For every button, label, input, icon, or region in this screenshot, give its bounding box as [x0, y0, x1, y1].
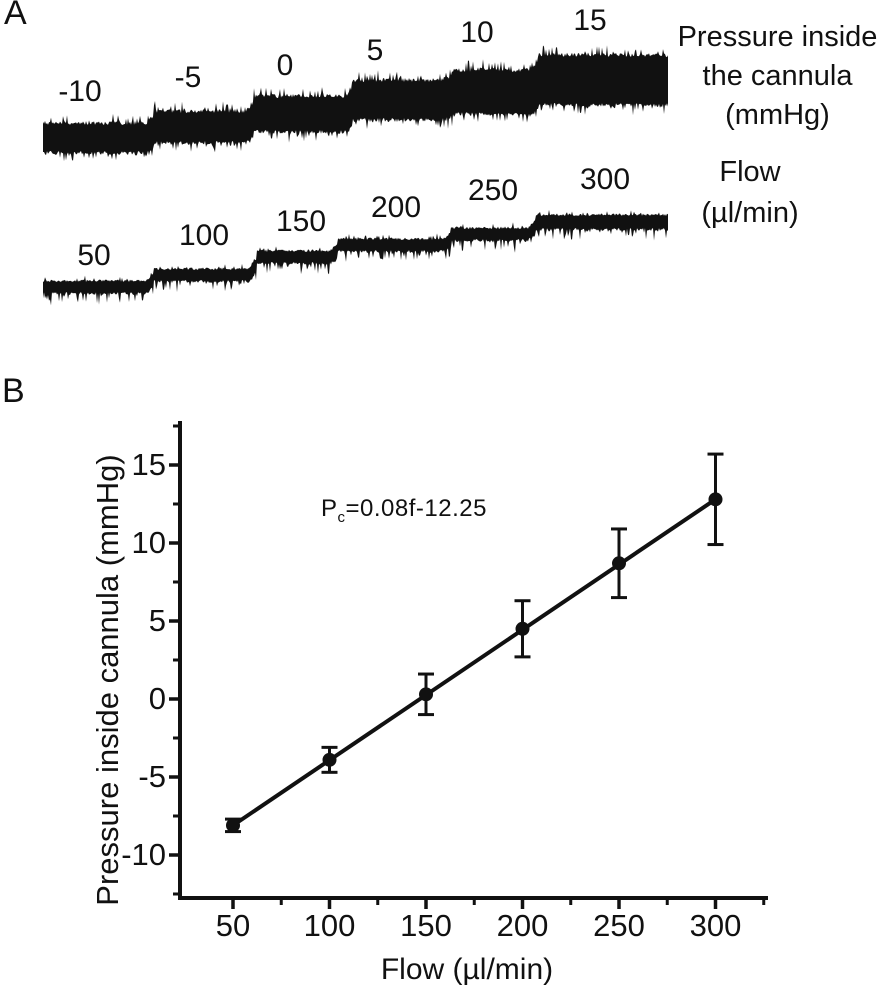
flow-trace-caption: Flow (µl/min) [672, 152, 828, 234]
pressure-caption-line3: (mmHg) [725, 99, 830, 131]
x-axis-label: Flow (µl/min) [380, 953, 554, 986]
pressure-step-label: 5 [366, 34, 384, 67]
y-tick-label: 5 [148, 603, 166, 638]
data-point [419, 687, 433, 702]
y-tick-label: -10 [121, 837, 166, 872]
x-tick-label: 250 [593, 908, 645, 943]
x-tick-label: 300 [689, 908, 742, 943]
flow-trace [43, 209, 668, 306]
axis-ticks [169, 424, 766, 909]
fit-equation: Pc=0.08f-12.25 [321, 495, 487, 526]
x-tick-label: 50 [215, 908, 251, 943]
pressure-trace [43, 45, 668, 162]
flow-caption-line2: (µl/min) [701, 197, 799, 229]
flow-step-label: 250 [467, 174, 519, 207]
data-point [708, 492, 723, 507]
fit-equation-expression: =0.08f-12.25 [345, 495, 487, 522]
pressure-trace-caption: Pressure inside the cannula (mmHg) [668, 18, 887, 135]
data-point [612, 556, 626, 571]
flow-caption-line1: Flow [719, 156, 781, 188]
flow-step-label: 50 [77, 239, 111, 272]
data-point [226, 818, 240, 833]
pressure-caption-line1: Pressure inside [677, 21, 878, 53]
y-tick-label: 10 [131, 525, 166, 560]
data-points [226, 492, 723, 833]
flow-step-label: 300 [579, 163, 631, 196]
x-tick-label: 150 [400, 908, 452, 943]
flow-step-label: 150 [275, 205, 327, 238]
data-point [515, 621, 530, 636]
pressure-step-label: 0 [276, 49, 294, 82]
data-point [322, 752, 337, 767]
fit-equation-subscript: c [337, 508, 346, 526]
y-tick-label: -5 [138, 759, 166, 794]
pressure-step-label: 15 [573, 4, 607, 37]
flow-step-label: 200 [370, 191, 422, 224]
y-tick-label: 0 [148, 681, 166, 716]
fit-line [231, 497, 717, 828]
y-tick-label: 15 [131, 447, 166, 482]
x-tick-label: 200 [496, 908, 549, 943]
panel-b-letter: B [2, 372, 25, 410]
panel-b-plot [169, 421, 768, 909]
panel-a-letter: A [4, 0, 27, 32]
pressure-step-label: -10 [58, 75, 102, 108]
fit-equation-symbol: P [321, 495, 338, 522]
panel-a-traces [43, 45, 668, 306]
pressure-step-label: -5 [174, 61, 202, 94]
flow-step-label: 100 [178, 219, 230, 252]
pressure-step-label: 10 [460, 16, 494, 49]
pressure-caption-line2: the cannula [702, 60, 853, 92]
x-tick-label: 100 [303, 908, 356, 943]
